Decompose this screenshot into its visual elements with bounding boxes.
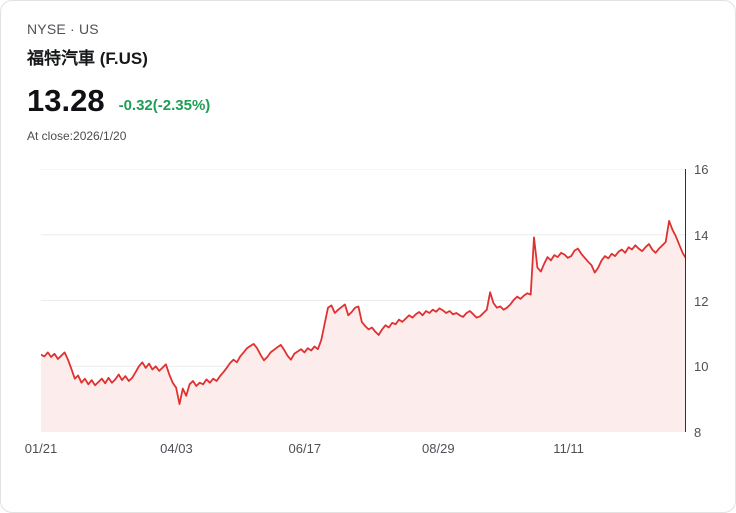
- x-tick-label: 08/29: [422, 441, 455, 456]
- y-tick-label: 12: [694, 293, 709, 309]
- quote-header: NYSE · US 福特汽車 (F.US): [1, 1, 735, 69]
- price-chart[interactable]: 8 10 12 14 16 01/21 04/03 06/17 08/29 11/11: [1, 163, 735, 465]
- y-tick-label: 8: [694, 425, 702, 440]
- y-tick-label: 16: [694, 162, 709, 177]
- x-tick-label: 11/11: [553, 441, 584, 456]
- x-tick-label: 06/17: [288, 441, 322, 456]
- as-of-label: At close:2026/1/20: [27, 129, 127, 143]
- y-tick-label: 10: [694, 359, 709, 375]
- quote-row: 13.28 -0.32(-2.35%): [1, 85, 735, 116]
- price-chart-svg: [41, 169, 686, 432]
- x-tick-label: 01/21: [24, 441, 58, 456]
- x-axis-labels: 01/21 04/03 06/17 08/29 11/11: [25, 441, 686, 458]
- y-tick-label: 14: [694, 227, 709, 243]
- y-axis-labels: 8 10 12 14 16: [694, 163, 734, 439]
- last-price: 13.28: [27, 83, 105, 118]
- price-change: -0.32(-2.35%): [118, 96, 211, 114]
- stock-title: 福特汽車 (F.US): [27, 49, 148, 68]
- plot-area[interactable]: [41, 169, 686, 432]
- exchange-label: NYSE · US: [27, 21, 99, 37]
- x-tick-label: 04/03: [160, 441, 193, 456]
